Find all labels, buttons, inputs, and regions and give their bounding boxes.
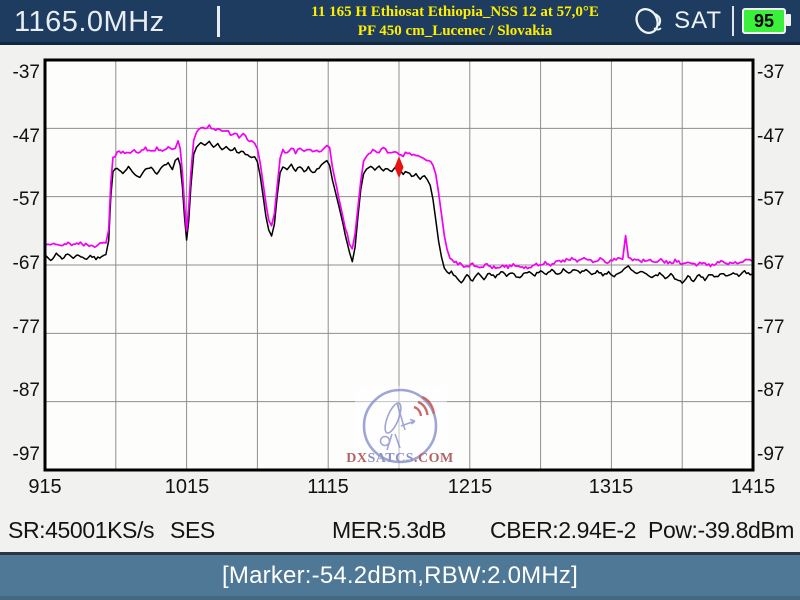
- x-axis-label: 1415: [730, 476, 776, 498]
- y-axis-label-right: -87: [757, 380, 785, 401]
- provider-label: SES: [170, 517, 215, 543]
- sat-mode-label: SAT: [674, 7, 722, 34]
- transponder-title: 11 165 H Ethiosat Ethiopia_NSS 12 at 57,…: [311, 4, 599, 20]
- y-axis-label-right: -47: [757, 126, 785, 147]
- x-axis-label: 1115: [307, 476, 349, 498]
- marker-info-bar: [Marker:-54.2dBm,RBW:2.0MHz]: [0, 552, 800, 600]
- header-title-block: 11 165 H Ethiosat Ethiopia_NSS 12 at 57,…: [250, 3, 660, 41]
- y-axis-label-left: -97: [12, 444, 40, 465]
- y-axis-label-left: -67: [12, 253, 40, 274]
- watermark-text: DXSATCS.COM: [346, 451, 454, 466]
- battery-indicator: 95: [742, 8, 791, 34]
- site-title: PF 450 cm_Lucenec / Slovakia: [357, 23, 553, 39]
- grid-lines: [45, 60, 753, 470]
- y-axis-label-left: -87: [12, 380, 40, 401]
- mer-readout: MER:5.3dB: [332, 517, 447, 543]
- plot-border: [43, 58, 755, 472]
- header-right-cluster: SAT 95: [630, 0, 794, 42]
- marker-diamond[interactable]: [394, 156, 404, 179]
- battery-terminal: [786, 14, 791, 26]
- header-divider: [732, 6, 734, 36]
- x-axis-label: 915: [28, 476, 62, 498]
- y-axis-label-right: -67: [757, 253, 785, 274]
- y-axis-label-left: -57: [12, 189, 40, 210]
- dxsatcs-watermark: DXSATCS.COM: [346, 386, 454, 468]
- y-axis-label-right: -97: [757, 444, 785, 465]
- max-hold-trace: [44, 124, 754, 270]
- watermark-dish-sketch: [379, 402, 416, 451]
- satellite-dish-icon: [635, 7, 662, 35]
- y-axis-label-left: -77: [12, 317, 40, 338]
- center-frequency-readout: 1165.0MHz: [14, 6, 165, 38]
- y-axis-label-right: -57: [757, 189, 785, 210]
- status-row: SR:45001KS/s SES MER:5.3dB CBER:2.94E-2 …: [0, 517, 800, 551]
- x-axis-label: 1015: [164, 476, 210, 498]
- marker-readout: [Marker:-54.2dBm,RBW:2.0MHz]: [222, 561, 578, 589]
- spectrum-plot: DXSATCS.COM: [43, 58, 755, 472]
- cber-readout: CBER:2.94E-2: [490, 517, 637, 543]
- x-axis-label: 1315: [588, 476, 634, 498]
- watermark-signal-waves: [413, 395, 436, 417]
- x-axis-label: 1215: [447, 476, 493, 498]
- frequency-cursor: [217, 6, 220, 37]
- live-trace: [44, 140, 754, 284]
- y-axis-label-left: -47: [12, 126, 40, 147]
- power-readout: Pow:-39.8dBm: [648, 517, 795, 543]
- battery-percent: 95: [753, 11, 775, 31]
- header-bar: 1165.0MHz 11 165 H Ethiosat Ethiopia_NSS…: [0, 0, 800, 45]
- y-axis-label-right: -37: [757, 62, 785, 83]
- symbol-rate-readout: SR:45001KS/s: [8, 517, 155, 543]
- y-axis-label-left: -37: [12, 62, 40, 83]
- y-axis-label-right: -77: [757, 317, 785, 338]
- watermark-circle: [362, 388, 438, 464]
